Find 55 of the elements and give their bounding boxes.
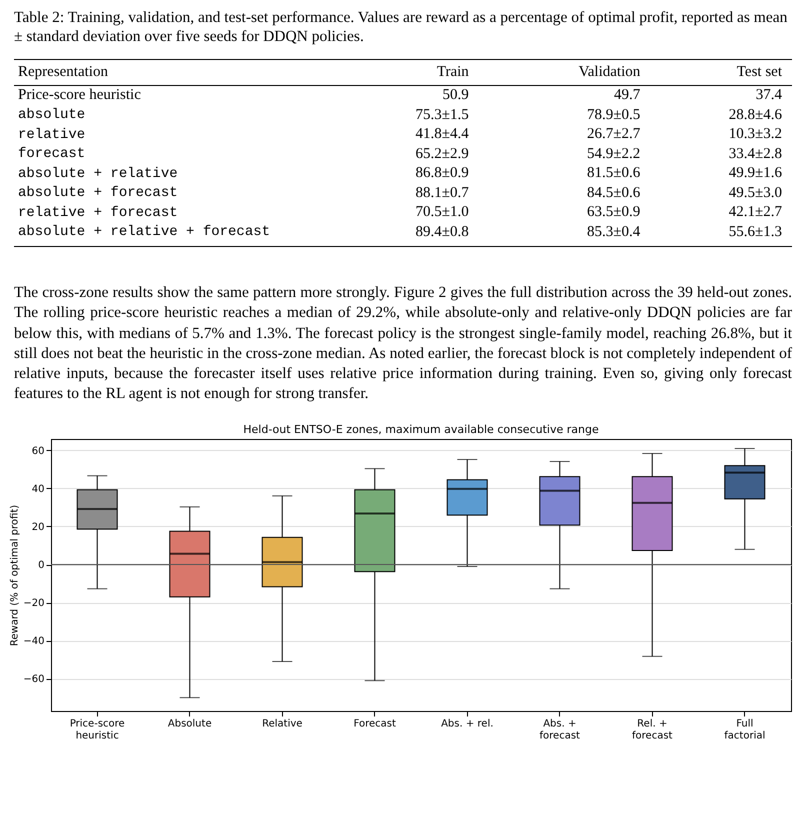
text: 85.3±0.4 bbox=[528, 222, 700, 247]
text: 49.5±3.0 bbox=[728, 184, 783, 203]
text: absolute + relative + forecast bbox=[14, 222, 369, 247]
text: 81.5±0.6 bbox=[586, 164, 642, 184]
text: 88.1±0.7 bbox=[414, 184, 470, 203]
x-tick-label: Rel. + forecast bbox=[632, 718, 673, 742]
text: 55.6±1.3 bbox=[700, 222, 792, 247]
text: 49.7 bbox=[612, 86, 642, 106]
text: 54.9±2.2 bbox=[586, 144, 642, 164]
text: forecast bbox=[17, 145, 86, 164]
y-tick-label: 40 bbox=[32, 484, 44, 496]
x-tick-label: Abs. + forecast bbox=[540, 718, 580, 742]
text: 50.9 bbox=[442, 86, 470, 106]
text: relative bbox=[17, 126, 86, 145]
text: 65.2±2.9 bbox=[414, 144, 470, 164]
text: absolute bbox=[17, 106, 86, 126]
text: 89.4±0.8 bbox=[368, 222, 529, 247]
text: Validation bbox=[528, 59, 700, 86]
y-tick-label: −60 bbox=[23, 674, 44, 686]
text: absolute + relative bbox=[17, 164, 179, 184]
x-tick-label: Absolute bbox=[168, 718, 212, 730]
text: 86.8±0.9 bbox=[414, 164, 470, 184]
text: Price-score heuristic bbox=[17, 86, 142, 106]
y-axis-title: Reward (% of optimal profit) bbox=[9, 504, 20, 646]
x-tick-label: Relative bbox=[262, 718, 302, 730]
text: Table 2: Training, validation, and test-set performance. Values are reward as a percentage of optimal profit, reported as mean ± standard deviation over five seeds for DDQN policies. bbox=[14, 8, 788, 47]
y-tick-label: 0 bbox=[38, 560, 44, 572]
text: relative + forecast bbox=[17, 204, 179, 223]
text: 70.5±1.0 bbox=[414, 203, 470, 222]
text: absolute + forecast bbox=[17, 184, 179, 204]
text: 75.3±1.5 bbox=[414, 106, 470, 125]
text: The cross-zone results show the same pattern more strongly. Figure 2 gives the full distribution across the 39 held-out zones. The rolling price-score heuristic reaches a median of 29.2%, while absolute-only and relative-only DDQN policies are far below this, with medians of 5.7% and 1.3%. The forecast policy is the strongest single-family model, reaching 26.8%, but it still does not beat the heuristic in the cross-zone median. As noted earlier, the forecast block is not completely independent of relative inputs, because the forecaster itself uses relative price information during training. Even so, giving only forecast features to the RL agent is not enough for strong transfer. bbox=[14, 283, 792, 404]
text: Train bbox=[368, 59, 529, 86]
text: 10.3±3.2 bbox=[728, 125, 783, 144]
y-tick-label: 20 bbox=[32, 522, 44, 534]
text: 84.5±0.6 bbox=[586, 184, 642, 203]
text: Representation bbox=[14, 59, 369, 86]
x-tick-label: Full factorial bbox=[724, 718, 766, 742]
text: 33.4±2.8 bbox=[728, 144, 783, 164]
text: 26.7±2.7 bbox=[586, 125, 642, 144]
text: 42.1±2.7 bbox=[728, 203, 783, 222]
text: 37.4 bbox=[754, 86, 783, 106]
y-tick-label: −40 bbox=[23, 636, 44, 648]
text: Test set bbox=[700, 59, 792, 86]
text: 28.8±4.6 bbox=[728, 106, 783, 125]
text: 49.9±1.6 bbox=[728, 164, 783, 184]
x-tick-label: Forecast bbox=[354, 718, 396, 730]
y-tick-label: 60 bbox=[32, 446, 44, 458]
y-tick-label: −20 bbox=[23, 598, 44, 610]
text: 78.9±0.5 bbox=[586, 106, 642, 125]
x-tick-label: Price-score heuristic bbox=[70, 718, 125, 742]
text: 41.8±4.4 bbox=[414, 125, 470, 144]
text: 63.5±0.9 bbox=[586, 203, 642, 222]
x-tick-label: Abs. + rel. bbox=[441, 718, 494, 730]
chart-title: Held-out ENTSO-E zones, maximum available consecutive range bbox=[243, 423, 599, 436]
